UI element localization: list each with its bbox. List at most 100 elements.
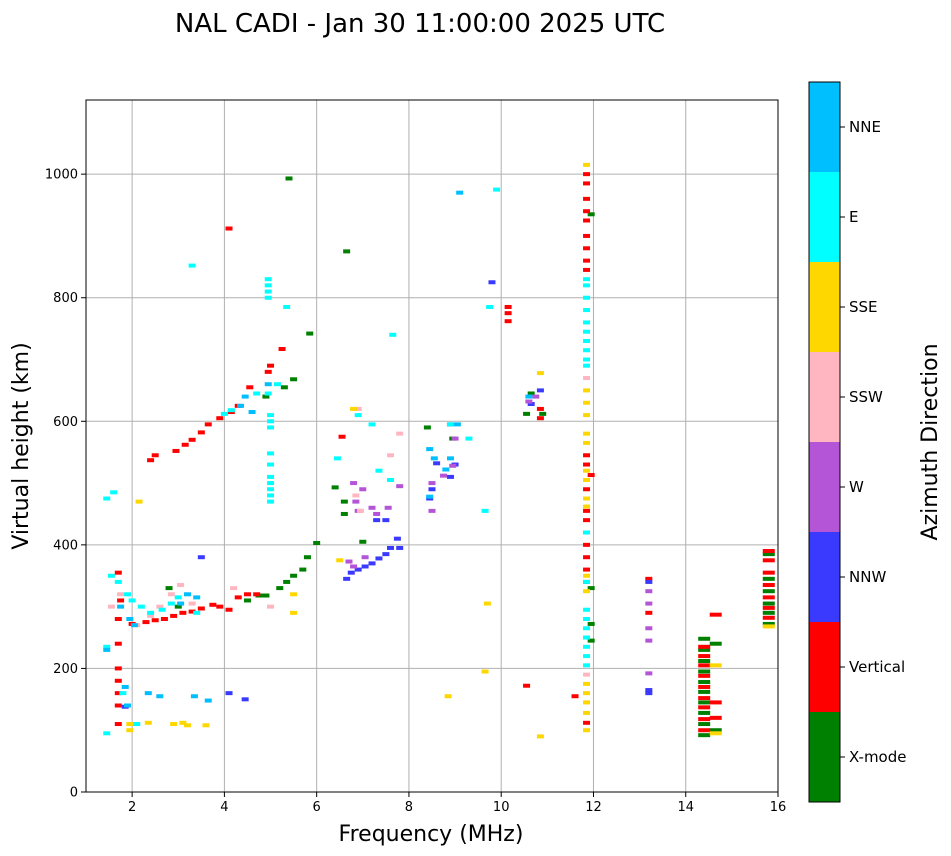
echo-point-w (645, 601, 653, 606)
echo-point-vertical (698, 663, 711, 668)
echo-point-vertical (536, 416, 544, 421)
echo-point-e (481, 508, 489, 513)
echo-point-nne (144, 691, 152, 696)
echo-point-w (449, 463, 457, 468)
echo-point-x-mode (174, 604, 182, 609)
echo-point-w (525, 399, 533, 404)
echo-point-nne (117, 604, 125, 609)
echo-point-vertical (216, 416, 224, 421)
echo-point-nnw (645, 579, 653, 584)
echo-point-sse (583, 700, 591, 705)
echo-point-e (267, 481, 275, 486)
echo-point-e (354, 413, 362, 418)
echo-point-w (451, 436, 459, 441)
echo-point-x-mode (762, 552, 775, 557)
echo-point-w (384, 505, 392, 510)
echo-point-vertical (179, 610, 187, 615)
echo-point-w (350, 564, 358, 569)
echo-point-e (493, 187, 501, 192)
echo-point-e (167, 601, 175, 606)
echo-point-vertical (114, 703, 122, 708)
echo-point-sse (709, 663, 722, 668)
echo-point-nne (241, 394, 249, 399)
echo-point-vertical (160, 617, 168, 621)
echo-point-nnw (536, 388, 544, 393)
echo-point-ssw (147, 613, 155, 618)
x-tick-label: 4 (220, 800, 228, 815)
echo-point-ssw (167, 592, 175, 597)
echo-point-e (158, 607, 166, 612)
echo-point-ssw (583, 672, 591, 677)
x-tick-label: 14 (677, 800, 694, 815)
echo-point-vertical (698, 684, 711, 689)
echo-point-sse (583, 468, 591, 473)
echo-point-w (361, 555, 369, 560)
y-tick-label: 800 (53, 291, 78, 306)
echo-point-w (645, 626, 653, 631)
echo-point-x-mode (539, 411, 547, 416)
echo-point-sse (762, 624, 775, 629)
echo-point-vertical (338, 434, 346, 439)
echo-point-x-mode (698, 733, 711, 738)
echo-point-vertical (246, 385, 254, 390)
echo-point-vertical (536, 406, 544, 411)
colorbar-swatch (809, 622, 840, 712)
echo-point-nne (453, 422, 461, 427)
echo-point-vertical (204, 422, 212, 427)
echo-point-vertical (172, 448, 180, 453)
echo-point-ssw (107, 604, 115, 609)
echo-point-vertical (571, 694, 579, 699)
echo-point-vertical (225, 226, 233, 231)
echo-point-e (368, 422, 376, 427)
y-tick-label: 1000 (45, 168, 78, 183)
echo-point-e (264, 289, 272, 294)
echo-point-x-mode (303, 555, 311, 560)
echo-point-sse (583, 431, 591, 436)
echo-point-e (264, 277, 272, 282)
echo-point-e (220, 411, 228, 416)
echo-point-vertical (583, 267, 591, 272)
echo-point-nne (237, 403, 245, 408)
echo-point-x-mode (280, 385, 288, 390)
echo-point-x-mode (340, 499, 348, 504)
echo-point-nnw (225, 691, 233, 696)
echo-point-vertical (698, 654, 711, 659)
echo-point-vertical (523, 683, 531, 688)
echo-point-ssw (352, 493, 360, 498)
echo-point-e (583, 308, 591, 313)
echo-point-sse (583, 589, 591, 594)
echo-point-e (446, 422, 454, 427)
echo-point-sse (179, 720, 187, 725)
data-points (103, 162, 775, 739)
echo-point-vertical (209, 602, 217, 607)
echo-point-x-mode (709, 641, 722, 646)
colorbar-title: Azimuth Direction (918, 343, 943, 540)
echo-point-vertical (587, 473, 595, 478)
echo-point-e (375, 468, 383, 473)
echo-point-e (267, 499, 275, 504)
echo-point-sse (144, 720, 152, 725)
y-tick-label: 600 (53, 415, 78, 430)
echo-point-e (114, 579, 122, 584)
echo-point-w (396, 484, 404, 489)
echo-point-nne (446, 456, 454, 461)
echo-point-sse (583, 496, 591, 501)
y-axis-ticks: 0 200 400 600 800 1000 (45, 168, 86, 801)
echo-point-vertical (583, 542, 591, 547)
echo-point-vertical (117, 598, 125, 603)
echo-point-e (267, 462, 275, 467)
echo-point-sse (536, 371, 544, 376)
echo-point-e (174, 595, 182, 600)
x-tick-label: 8 (405, 800, 413, 815)
echo-point-e (137, 604, 145, 609)
echo-point-vertical (645, 610, 653, 615)
echo-point-nne (126, 617, 134, 621)
colorbar-label: E (849, 208, 858, 226)
echo-point-sse (536, 734, 544, 739)
echo-point-vertical (583, 172, 591, 177)
echo-point-e (583, 320, 591, 325)
echo-point-w (532, 394, 540, 399)
echo-point-vertical (698, 728, 711, 733)
echo-point-x-mode (698, 689, 711, 694)
echo-point-nne (183, 592, 191, 597)
